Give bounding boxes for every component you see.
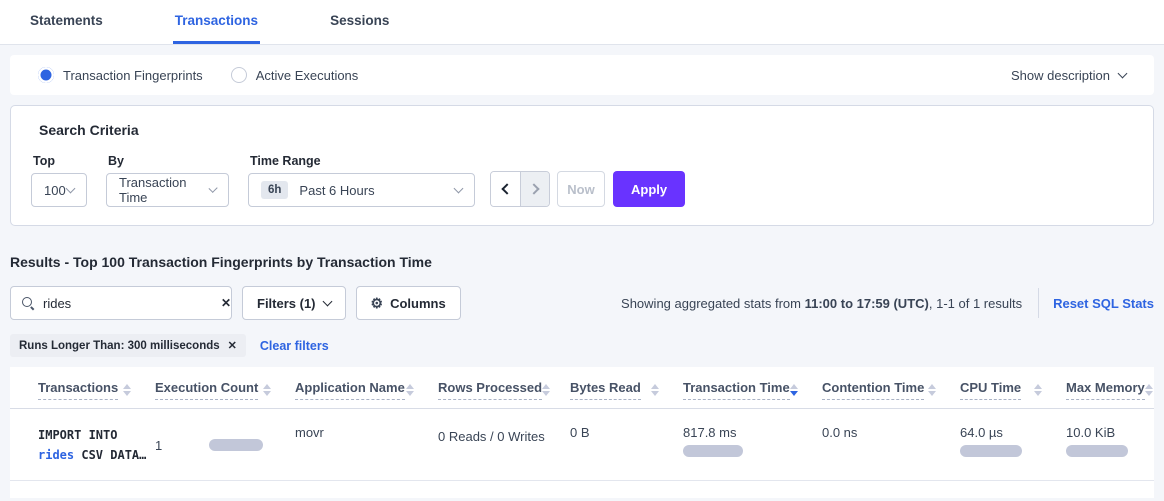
search-criteria-title: Search Criteria xyxy=(39,122,139,138)
sort-icon xyxy=(542,380,551,396)
time-range-label: Time Range xyxy=(250,154,321,168)
time-window-arrows xyxy=(490,171,550,207)
view-toggle-strip: Transaction Fingerprints Active Executio… xyxy=(10,55,1154,95)
sql-activity-tabbar: Statements Transactions Sessions xyxy=(0,0,1164,45)
sort-icon xyxy=(123,380,131,396)
by-field: By Transaction Time xyxy=(106,154,229,207)
search-box: ✕ xyxy=(10,286,232,320)
time-range-badge: 6h xyxy=(261,181,289,199)
table-row: IMPORT INTO rides CSV DATA… 1 movr 0 Rea… xyxy=(10,409,1154,481)
chevron-down-icon xyxy=(322,296,332,307)
radio-label: Active Executions xyxy=(255,67,359,83)
top-select[interactable]: 100 xyxy=(31,173,87,207)
column-header-max-memory[interactable]: Max Memory xyxy=(1066,367,1164,408)
execution-count-cell: 1 xyxy=(155,409,295,480)
gear-icon: ⚙ xyxy=(370,294,384,311)
search-criteria-card: Search Criteria Top 100 By Transaction T… xyxy=(10,105,1154,226)
previous-time-window-button[interactable] xyxy=(491,172,520,206)
filter-chip: Runs Longer Than: 300 milliseconds ✕ xyxy=(10,334,246,357)
show-description-label: Show description xyxy=(1011,67,1110,83)
column-header-bytes-read[interactable]: Bytes Read xyxy=(570,367,683,408)
by-label: By xyxy=(108,154,124,168)
chevron-right-icon xyxy=(527,183,540,195)
column-header-application-name[interactable]: Application Name xyxy=(295,367,438,408)
filters-button-label: Filters (1) xyxy=(257,295,316,311)
contention-time-cell: 0.0 ns xyxy=(822,425,858,440)
radio-active-executions[interactable]: Active Executions xyxy=(230,67,359,83)
vertical-divider xyxy=(1038,288,1040,318)
by-select-value: Transaction Time xyxy=(119,175,187,205)
bytes-read-cell: 0 B xyxy=(570,425,590,440)
time-range-field: Time Range 6h Past 6 Hours xyxy=(248,154,475,207)
sort-icon xyxy=(1144,380,1153,396)
column-header-transaction-time[interactable]: Transaction Time xyxy=(683,367,822,408)
radio-unselected-icon xyxy=(230,67,247,83)
transaction-time-cell: 817.8 ms xyxy=(683,409,822,480)
column-header-contention-time[interactable]: Contention Time xyxy=(822,367,960,408)
time-range-select[interactable]: 6h Past 6 Hours xyxy=(248,173,475,207)
stats-time-range: 11:00 to 17:59 (UTC) xyxy=(804,295,929,311)
column-header-rows-processed[interactable]: Rows Processed xyxy=(438,367,570,408)
results-heading: Results - Top 100 Transaction Fingerprin… xyxy=(10,254,432,270)
results-toolbar: ✕ Filters (1) ⚙ Columns Showing aggregat… xyxy=(10,286,1154,320)
now-button[interactable]: Now xyxy=(557,171,605,207)
table-header-row: Transactions Execution Count Application… xyxy=(10,367,1154,409)
max-memory-cell: 10.0 KiB xyxy=(1066,409,1164,480)
max-memory-bar xyxy=(1066,445,1128,457)
sort-icon xyxy=(790,380,798,396)
sort-icon xyxy=(928,380,936,396)
clear-filters-link[interactable]: Clear filters xyxy=(259,338,329,353)
reset-sql-stats-link[interactable]: Reset SQL Stats xyxy=(1053,295,1154,311)
remove-filter-icon[interactable]: ✕ xyxy=(227,340,237,352)
show-description-toggle[interactable]: Show description xyxy=(1011,67,1128,83)
search-icon xyxy=(21,296,35,310)
tab-sessions[interactable]: Sessions xyxy=(330,13,390,28)
filters-button[interactable]: Filters (1) xyxy=(242,286,346,320)
by-select[interactable]: Transaction Time xyxy=(106,173,229,207)
aggregated-stats-text: Showing aggregated stats from 11:00 to 1… xyxy=(621,295,1023,311)
tab-statements[interactable]: Statements xyxy=(30,13,103,28)
top-field: Top 100 xyxy=(31,154,87,207)
top-select-value: 100 xyxy=(44,182,66,198)
radio-transaction-fingerprints[interactable]: Transaction Fingerprints xyxy=(38,67,203,83)
column-header-transactions[interactable]: Transactions xyxy=(38,367,155,408)
columns-button[interactable]: ⚙ Columns xyxy=(355,286,461,320)
columns-button-label: Columns xyxy=(390,295,446,311)
sort-icon xyxy=(651,380,659,396)
apply-button[interactable]: Apply xyxy=(613,171,686,207)
top-label: Top xyxy=(33,154,55,168)
chevron-down-icon xyxy=(453,183,464,194)
chevron-left-icon xyxy=(501,183,513,195)
sort-icon xyxy=(1034,380,1042,396)
rows-processed-cell: 0 Reads / 0 Writes xyxy=(438,429,545,444)
clear-search-icon[interactable]: ✕ xyxy=(221,296,232,310)
sort-icon xyxy=(263,380,271,396)
radio-selected-icon xyxy=(38,67,54,83)
next-time-window-button[interactable] xyxy=(520,172,549,206)
cpu-time-bar xyxy=(960,445,1022,457)
time-range-value: Past 6 Hours xyxy=(299,182,375,198)
column-header-cpu-time[interactable]: CPU Time xyxy=(960,367,1066,408)
results-table: Transactions Execution Count Application… xyxy=(10,367,1154,498)
active-filters-row: Runs Longer Than: 300 milliseconds ✕ Cle… xyxy=(10,334,1154,357)
transaction-time-bar xyxy=(683,445,743,457)
column-header-execution-count[interactable]: Execution Count xyxy=(155,367,295,408)
application-name-cell: movr xyxy=(295,425,324,440)
transaction-fingerprint-link[interactable]: IMPORT INTO rides CSV DATA… xyxy=(38,428,147,463)
chevron-down-icon xyxy=(65,183,76,194)
cpu-time-cell: 64.0 µs xyxy=(960,409,1066,480)
execution-count-bar xyxy=(209,439,263,452)
sort-icon xyxy=(406,380,414,396)
search-input[interactable] xyxy=(43,295,219,311)
filter-chip-label: Runs Longer Than: 300 milliseconds xyxy=(19,339,220,352)
tab-transactions[interactable]: Transactions xyxy=(172,13,261,44)
chevron-down-icon xyxy=(1117,68,1128,79)
radio-label: Transaction Fingerprints xyxy=(63,67,203,83)
